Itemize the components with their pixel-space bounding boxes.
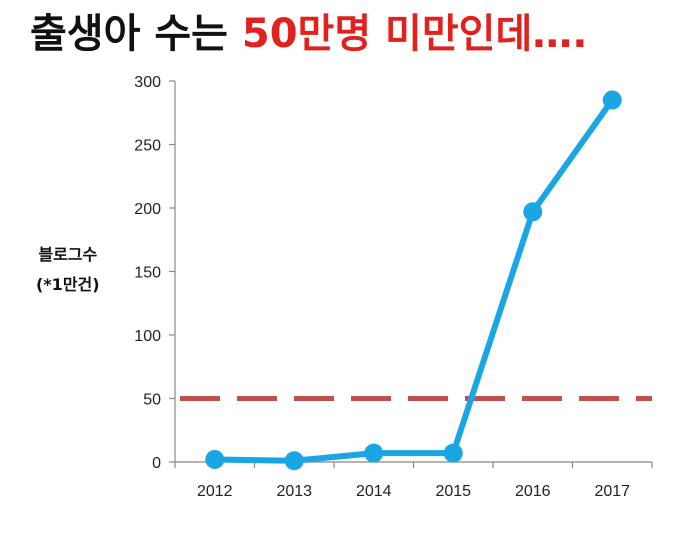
y-axis-label: 블로그수 (*1만건) — [36, 240, 100, 300]
chart-title-highlight: 50만명 미만인데…. — [241, 11, 588, 57]
y-tick-label: 300 — [134, 74, 161, 91]
data-point — [364, 443, 384, 463]
data-point — [523, 202, 543, 222]
y-axis-label-line1: 블로그수 — [38, 245, 98, 264]
chart-title-part1: 출생아 수는 — [30, 11, 242, 57]
x-tick-label: 2016 — [515, 483, 551, 500]
data-point — [205, 449, 225, 469]
chart-title: 출생아 수는 50만명 미만인데…. — [30, 6, 587, 62]
y-tick-label: 100 — [134, 328, 161, 345]
y-axis-label-line2: (*1만건) — [36, 275, 100, 294]
y-tick-label: 50 — [143, 392, 161, 409]
x-tick-label: 2015 — [435, 483, 471, 500]
data-point — [602, 90, 622, 110]
x-tick-label: 2017 — [594, 483, 630, 500]
series-line — [211, 97, 616, 464]
y-tick-label: 150 — [134, 265, 161, 282]
x-tick-label: 2012 — [197, 483, 233, 500]
y-tick-label: 0 — [152, 455, 161, 472]
data-point — [284, 451, 304, 471]
data-point — [443, 443, 463, 463]
y-tick-label: 200 — [134, 201, 161, 218]
x-tick-label: 2014 — [356, 483, 392, 500]
x-tick-label: 2013 — [276, 483, 312, 500]
y-tick-label: 250 — [134, 138, 161, 155]
